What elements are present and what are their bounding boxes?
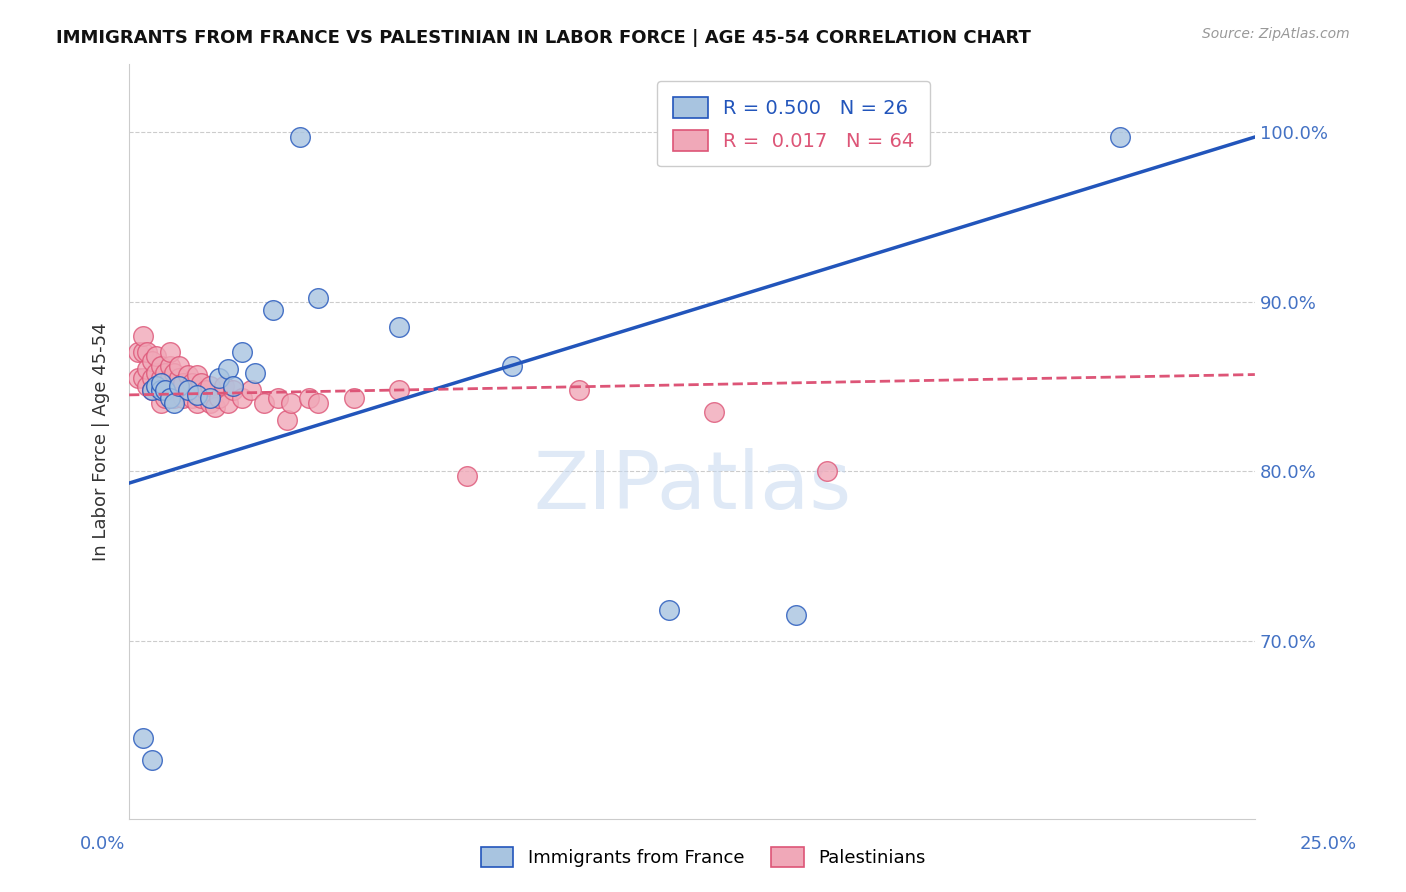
Point	[149, 396, 172, 410]
Point	[172, 392, 194, 406]
Point	[159, 345, 181, 359]
Point	[501, 359, 523, 373]
Point	[307, 291, 329, 305]
Point	[167, 383, 190, 397]
Point	[243, 366, 266, 380]
Point	[204, 400, 226, 414]
Text: 0.0%: 0.0%	[80, 835, 125, 853]
Point	[176, 383, 198, 397]
Point	[131, 345, 153, 359]
Text: Source: ZipAtlas.com: Source: ZipAtlas.com	[1202, 27, 1350, 41]
Point	[136, 345, 159, 359]
Point	[172, 376, 194, 390]
Point	[190, 376, 212, 390]
Point	[145, 379, 167, 393]
Point	[149, 371, 172, 385]
Y-axis label: In Labor Force | Age 45-54: In Labor Force | Age 45-54	[93, 322, 110, 561]
Point	[141, 383, 163, 397]
Point	[208, 392, 231, 406]
Point	[1108, 130, 1130, 145]
Point	[298, 392, 321, 406]
Point	[145, 366, 167, 380]
Point	[186, 368, 208, 382]
Point	[131, 328, 153, 343]
Point	[159, 392, 181, 406]
Point	[231, 345, 253, 359]
Point	[198, 396, 221, 410]
Point	[131, 731, 153, 745]
Point	[181, 376, 204, 390]
Point	[198, 379, 221, 393]
Point	[231, 392, 253, 406]
Point	[198, 392, 221, 406]
Point	[217, 362, 239, 376]
Point	[163, 392, 186, 406]
Point	[127, 345, 149, 359]
Point	[153, 366, 176, 380]
Point	[127, 371, 149, 385]
Point	[181, 392, 204, 406]
Point	[141, 354, 163, 368]
Point	[388, 383, 411, 397]
Point	[456, 469, 478, 483]
Point	[159, 371, 181, 385]
Point	[217, 396, 239, 410]
Point	[141, 371, 163, 385]
Point	[163, 396, 186, 410]
Point	[266, 392, 288, 406]
Point	[136, 379, 159, 393]
Point	[568, 383, 591, 397]
Point	[167, 379, 190, 393]
Point	[141, 383, 163, 397]
Point	[176, 383, 198, 397]
Point	[163, 366, 186, 380]
Legend: R = 0.500   N = 26, R =  0.017   N = 64: R = 0.500 N = 26, R = 0.017 N = 64	[657, 81, 929, 167]
Point	[145, 379, 167, 393]
Point	[253, 396, 276, 410]
Text: ZIPatlas: ZIPatlas	[533, 448, 851, 526]
Point	[221, 379, 243, 393]
Point	[212, 379, 235, 393]
Point	[388, 320, 411, 334]
Point	[208, 371, 231, 385]
Point	[141, 753, 163, 767]
Point	[658, 603, 681, 617]
Point	[167, 371, 190, 385]
Point	[159, 383, 181, 397]
Point	[167, 359, 190, 373]
Point	[153, 379, 176, 393]
Point	[153, 392, 176, 406]
Point	[149, 376, 172, 390]
Point	[149, 383, 172, 397]
Legend: Immigrants from France, Palestinians: Immigrants from France, Palestinians	[471, 838, 935, 876]
Point	[149, 359, 172, 373]
Point	[280, 396, 302, 410]
Point	[159, 359, 181, 373]
Point	[785, 608, 807, 623]
Point	[153, 383, 176, 397]
Point	[194, 383, 217, 397]
Point	[163, 379, 186, 393]
Point	[149, 383, 172, 397]
Point	[190, 392, 212, 406]
Point	[343, 392, 366, 406]
Point	[703, 405, 725, 419]
Point	[131, 371, 153, 385]
Point	[176, 368, 198, 382]
Text: IMMIGRANTS FROM FRANCE VS PALESTINIAN IN LABOR FORCE | AGE 45-54 CORRELATION CHA: IMMIGRANTS FROM FRANCE VS PALESTINIAN IN…	[56, 29, 1031, 46]
Point	[262, 303, 284, 318]
Point	[221, 383, 243, 397]
Point	[186, 388, 208, 402]
Point	[239, 383, 262, 397]
Point	[815, 464, 838, 478]
Point	[145, 349, 167, 363]
Point	[136, 362, 159, 376]
Text: 25.0%: 25.0%	[1301, 835, 1357, 853]
Point	[290, 130, 312, 145]
Point	[186, 383, 208, 397]
Point	[186, 396, 208, 410]
Point	[276, 413, 298, 427]
Point	[307, 396, 329, 410]
